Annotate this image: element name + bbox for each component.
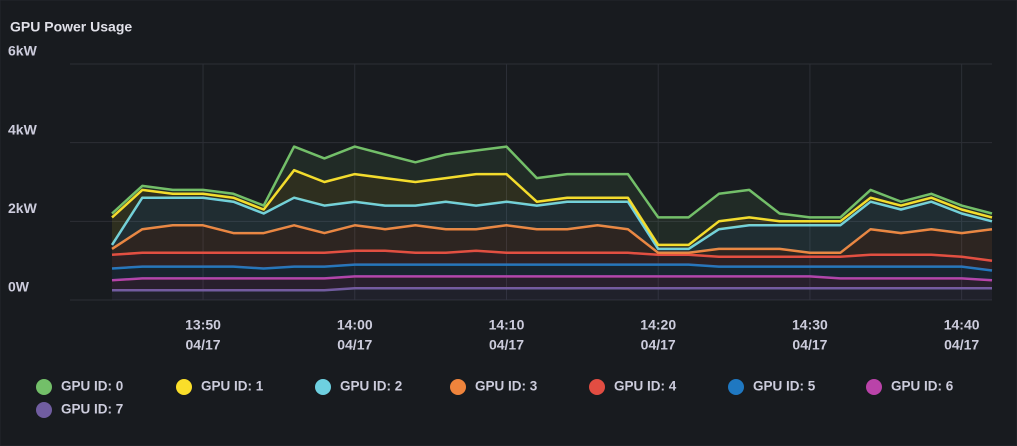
y-tick-label: 0W bbox=[8, 279, 30, 295]
series-line bbox=[111, 168, 993, 247]
series-line bbox=[111, 145, 993, 219]
y-tick-label: 2kW bbox=[8, 200, 38, 216]
legend-swatch bbox=[176, 379, 192, 395]
legend-label: GPU ID: 3 bbox=[475, 379, 538, 394]
legend-swatch bbox=[450, 379, 466, 395]
x-tick-date: 04/17 bbox=[337, 337, 372, 353]
legend-label: GPU ID: 1 bbox=[201, 379, 264, 394]
series-area bbox=[112, 250, 992, 271]
series-line bbox=[111, 263, 993, 272]
y-tick-label: 6kW bbox=[8, 43, 38, 59]
legend-label: GPU ID: 4 bbox=[614, 379, 677, 394]
series-line bbox=[110, 196, 993, 251]
x-tick-label: 14:10 bbox=[489, 317, 525, 333]
legend-label: GPU ID: 0 bbox=[61, 379, 123, 394]
legend-label: GPU ID: 5 bbox=[753, 379, 816, 394]
x-tick-label: 14:40 bbox=[944, 317, 980, 333]
legend-swatch bbox=[36, 379, 52, 395]
series-line bbox=[111, 224, 993, 255]
series-area bbox=[112, 276, 992, 291]
legend-label: GPU ID: 7 bbox=[61, 402, 123, 417]
series-line bbox=[111, 275, 993, 282]
x-tick-label: 14:00 bbox=[337, 317, 373, 333]
series-area bbox=[112, 225, 992, 261]
legend-swatch bbox=[866, 379, 882, 395]
x-tick-label: 14:20 bbox=[640, 317, 676, 333]
legend-label: GPU ID: 6 bbox=[891, 379, 954, 394]
chart-title: GPU Power Usage bbox=[10, 19, 132, 35]
legend-swatch bbox=[589, 379, 605, 395]
series-area bbox=[112, 197, 992, 253]
x-tick-label: 14:30 bbox=[792, 317, 828, 333]
series-area bbox=[112, 264, 992, 281]
x-tick-date: 04/17 bbox=[489, 337, 524, 353]
legend-swatch bbox=[728, 379, 744, 395]
series-line bbox=[111, 249, 993, 262]
legend-swatch bbox=[36, 402, 52, 418]
x-tick-date: 04/17 bbox=[641, 337, 676, 353]
y-tick-label: 4kW bbox=[8, 121, 38, 137]
series-line bbox=[112, 286, 992, 292]
x-tick-date: 04/17 bbox=[944, 337, 979, 353]
series-area bbox=[112, 170, 992, 249]
series-area bbox=[112, 146, 992, 245]
legend-label: GPU ID: 2 bbox=[340, 379, 402, 394]
legend-swatch bbox=[315, 379, 331, 395]
x-tick-label: 13:50 bbox=[185, 317, 221, 333]
x-tick-date: 04/17 bbox=[792, 337, 827, 353]
x-tick-date: 04/17 bbox=[186, 337, 221, 353]
series-area bbox=[112, 288, 992, 300]
